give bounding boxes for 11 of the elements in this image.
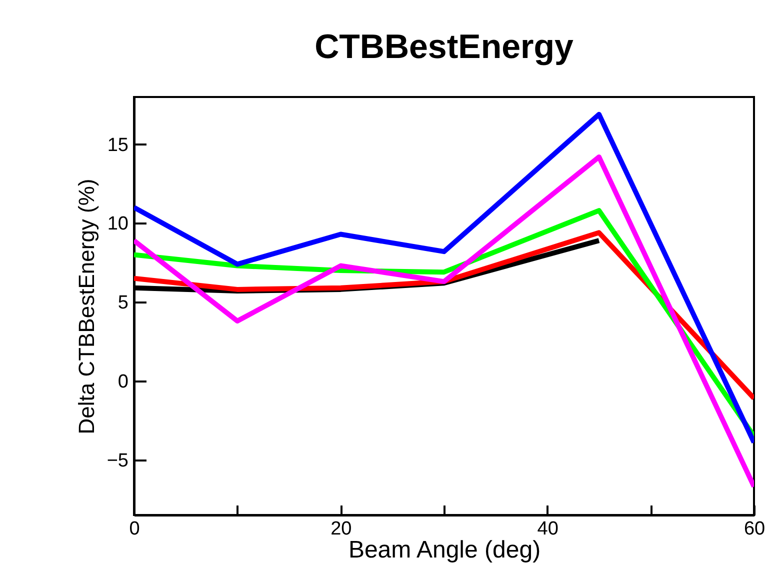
x-tick-label: 60 — [744, 518, 766, 540]
x-tick-label: 20 — [330, 518, 352, 540]
x-tick-label: 40 — [537, 518, 558, 540]
y-tick-label: 0 — [118, 371, 128, 392]
y-tick-label: 15 — [107, 134, 128, 156]
y-tick-label: 5 — [118, 292, 128, 314]
y-axis-title: Delta CTBBestEnergy (%) — [74, 178, 99, 434]
chart-title: CTBBestEnergy — [314, 28, 574, 66]
y-tick-label: 10 — [107, 214, 128, 235]
x-axis-title: Beam Angle (deg) — [348, 536, 541, 564]
y-tick-label: −5 — [106, 450, 128, 472]
